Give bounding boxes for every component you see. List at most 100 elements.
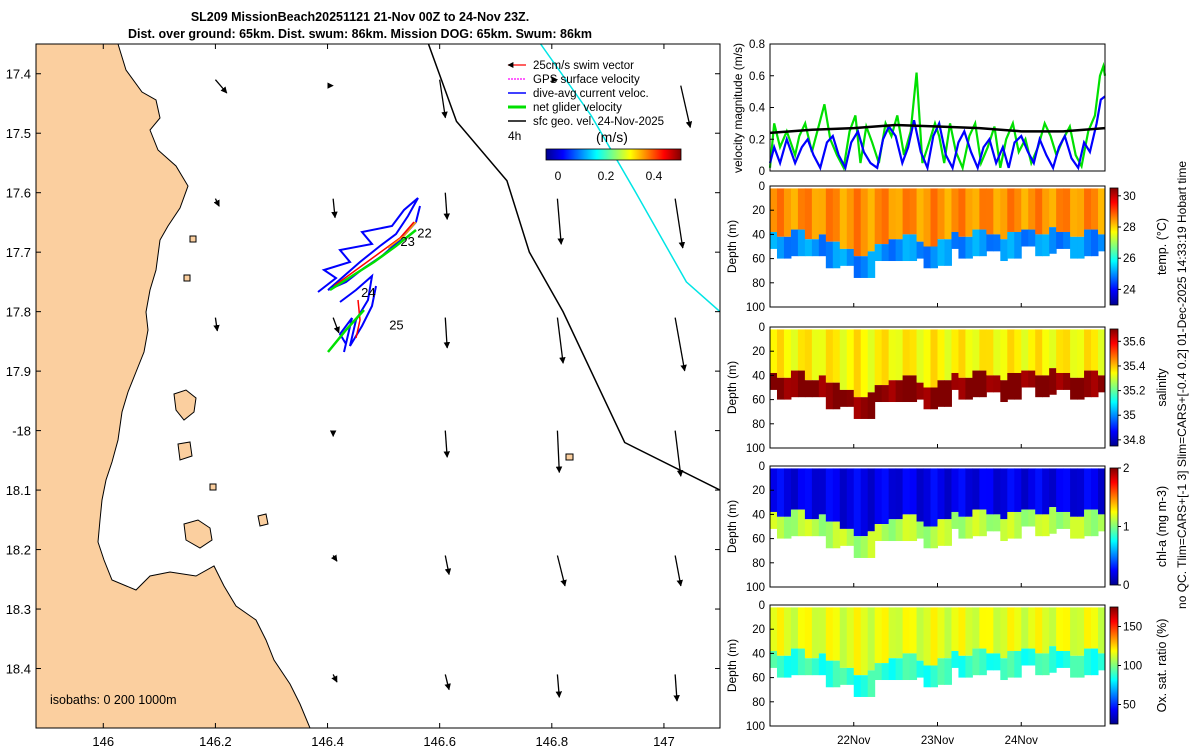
geo-vector <box>556 198 564 245</box>
isobath-1000m-line <box>539 44 720 313</box>
section-cell-upper <box>1070 188 1078 237</box>
section-cell-lower <box>1042 653 1050 676</box>
section-cell-lower <box>825 241 834 269</box>
section-cell-upper <box>1077 329 1085 378</box>
section-cell-lower <box>1014 650 1022 678</box>
depth-tick-label: 100 <box>746 443 765 455</box>
section-cell-upper <box>1063 329 1071 373</box>
colorbar-tick-label: 0 <box>1123 580 1129 592</box>
section-cell-lower <box>1049 368 1057 395</box>
depth-tick-label: 20 <box>752 485 765 497</box>
section-cell-lower <box>1063 231 1071 249</box>
section-cell-upper <box>1056 468 1064 512</box>
colorbar-tick-0: 0 <box>555 169 562 183</box>
map-ytick-label: 17.7 <box>6 245 31 260</box>
depth-tick-label: 40 <box>752 229 765 241</box>
colorbar-label: Ox. sat. ratio (%) <box>1155 619 1169 713</box>
time-axis-ticks: 22Nov 23Nov 24Nov <box>837 735 1038 747</box>
section-cell-lower <box>986 514 994 532</box>
section-cell-lower <box>804 658 813 676</box>
section-salinity: 0 20 40 60 80 100 Depth (m) 34.8 35 35.2 35.4 35.6 s… <box>725 322 1169 455</box>
section-cell-lower <box>811 658 820 676</box>
section-cell-lower <box>853 675 862 697</box>
section-cell-lower <box>930 387 938 410</box>
section-cell-upper <box>986 329 994 376</box>
island-dunk <box>173 389 197 421</box>
section-cell-upper <box>909 468 918 515</box>
section-cell-lower <box>993 234 1001 252</box>
section-cell-upper <box>874 188 883 245</box>
section-colorbar <box>1109 328 1119 447</box>
section-cell-upper <box>902 607 911 654</box>
section-cell-upper <box>958 607 966 656</box>
section-cell-lower <box>832 382 841 410</box>
section-cell-upper <box>979 607 987 649</box>
section-cell-upper <box>1035 468 1043 515</box>
section-cell-lower <box>1070 655 1078 678</box>
section-cell-lower <box>1014 231 1022 259</box>
section-cell-upper <box>937 329 945 381</box>
section-cell-lower <box>1098 653 1106 671</box>
section-cell-upper <box>1077 607 1085 656</box>
map-ytick-label: 18.2 <box>6 543 31 558</box>
section-cell-lower <box>979 509 987 537</box>
section-cell-upper <box>958 188 966 237</box>
section-cell-lower <box>839 248 848 266</box>
section-cell-upper <box>1000 468 1008 520</box>
depth-tick-label: 0 <box>759 600 765 612</box>
geo-vector <box>443 317 451 349</box>
map-ytick-label: 17.6 <box>6 186 31 201</box>
section-cell-upper <box>776 329 785 378</box>
section-cell-upper <box>839 607 848 668</box>
colorbar-tick-label: 1 <box>1123 522 1129 534</box>
section-cell-lower <box>923 526 932 549</box>
geo-vector <box>214 79 228 94</box>
depth-tick-label: 20 <box>752 346 765 358</box>
section-cell-lower <box>846 389 855 407</box>
glider-track-orange <box>387 221 417 249</box>
section-cell-lower <box>1042 234 1050 257</box>
section-cell-lower <box>895 658 904 681</box>
section-cell-lower <box>1056 372 1064 390</box>
depth-tick-label: 60 <box>752 395 765 407</box>
section-cell-lower <box>776 516 785 539</box>
colorbar-label: temp. (°C) <box>1155 218 1169 275</box>
section-cell-upper <box>1007 607 1015 651</box>
section-colorbar <box>1109 467 1119 586</box>
section-cell-upper <box>972 188 980 230</box>
section-cell-lower <box>881 244 890 262</box>
section-cell-upper <box>1084 188 1092 230</box>
section-cell-lower <box>867 531 876 558</box>
legend-gps-velocity: GPS surface velocity <box>533 74 640 86</box>
section-cell-lower <box>1091 509 1099 537</box>
section-cell-lower <box>986 375 994 393</box>
section-cell-upper <box>1021 329 1029 371</box>
section-cell-lower <box>846 248 855 266</box>
map-xtick-label: 146.4 <box>311 734 344 749</box>
section-cell-upper <box>993 329 1001 376</box>
section-cell-lower <box>1098 234 1106 252</box>
section-cell-lower <box>874 244 883 262</box>
velocity-series-line <box>769 123 1106 135</box>
section-cell-upper <box>1007 329 1015 373</box>
colorbar-label: chl-a (mg m-3) <box>1155 486 1169 567</box>
section-cell-upper <box>1070 329 1078 378</box>
section-cell-upper <box>1021 468 1029 510</box>
glider-net-velocity <box>327 229 417 353</box>
section-cell-upper <box>804 188 813 240</box>
geo-vector <box>556 555 567 587</box>
section-cell-lower <box>979 229 987 257</box>
depth-tick-label: 40 <box>752 648 765 660</box>
section-cell-lower <box>909 653 918 681</box>
isobath-label: isobaths: 0 200 1000m <box>50 693 176 707</box>
section-cell-lower <box>825 521 834 549</box>
depth-tick-label: 20 <box>752 624 765 636</box>
section-cell-upper <box>888 188 897 240</box>
velocity-axis-ticks: 0 0.2 0.4 0.6 0.8 <box>749 39 774 178</box>
colorbar-tick-label: 2 <box>1123 463 1129 475</box>
map-ytick-label: 17.4 <box>6 67 31 82</box>
section-cell-lower <box>1084 509 1092 537</box>
mainland-landmass <box>36 44 311 728</box>
section-cell-lower <box>1021 509 1029 527</box>
section-cell-upper <box>867 329 876 393</box>
